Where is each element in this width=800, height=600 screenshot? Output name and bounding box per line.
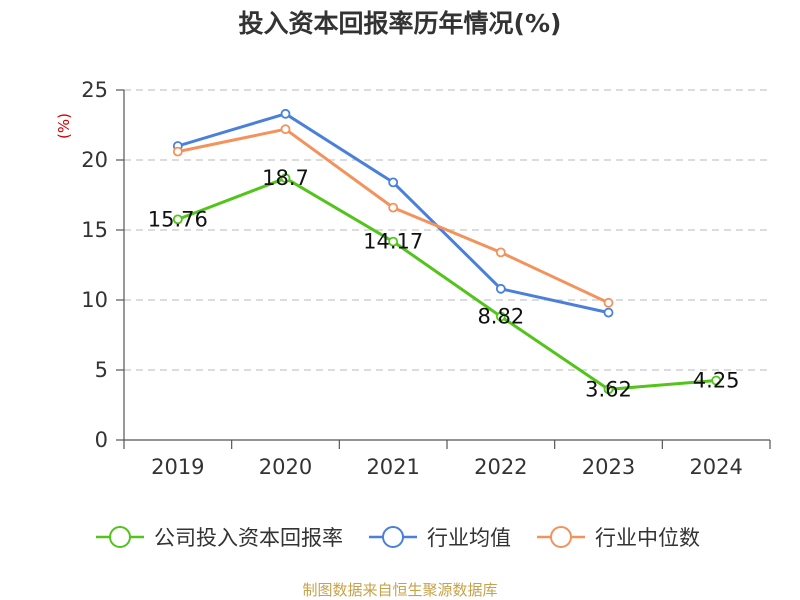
chart-title: 投入资本回报率历年情况(%) [238, 9, 562, 38]
data-point [388, 177, 399, 188]
x-tick-label: 2024 [689, 455, 742, 479]
legend-item: 行业均值 [369, 526, 511, 550]
y-tick-label: 10 [81, 288, 108, 312]
data-point [603, 307, 614, 318]
series-lines [172, 108, 722, 395]
legend-item: 公司投入资本回报率 [96, 526, 343, 550]
data-label: 3.62 [585, 377, 632, 401]
data-label: 15.76 [148, 207, 208, 231]
data-point [172, 146, 183, 157]
legend-marker [382, 526, 404, 548]
x-tick-label: 2022 [474, 455, 527, 479]
legend: 公司投入资本回报率 行业均值 行业中位数 [96, 526, 700, 550]
y-tick-label: 20 [81, 148, 108, 172]
x-tick-label: 2020 [259, 455, 312, 479]
y-tick-label: 0 [95, 428, 108, 452]
series-line [177, 127, 610, 305]
axes: 0 5 10 15 20 25 2019 2020 2021 2022 2023 2024 (%) [55, 78, 771, 479]
legend-label: 行业均值 [427, 526, 511, 550]
data-point [280, 108, 291, 119]
x-tick-label: 2019 [151, 455, 204, 479]
series-line [177, 176, 717, 391]
y-tick-label: 25 [81, 78, 108, 102]
source-note: 制图数据来自恒生聚源数据库 [302, 581, 498, 599]
data-point [280, 124, 291, 135]
data-point [495, 247, 506, 258]
legend-label: 行业中位数 [595, 526, 700, 550]
legend-marker [109, 526, 131, 548]
data-point [388, 202, 399, 213]
data-point [280, 173, 291, 184]
x-tick-label: 2023 [582, 455, 635, 479]
data-label: 8.82 [477, 305, 524, 329]
data-point [711, 375, 722, 386]
y-tick-label: 15 [81, 218, 108, 242]
data-point [388, 236, 399, 247]
data-point [495, 283, 506, 294]
y-tick-label: 5 [95, 358, 108, 382]
legend-marker [550, 526, 572, 548]
data-label: 14.17 [363, 230, 423, 254]
data-label: 18.7 [262, 166, 309, 190]
y-unit-label: (%) [55, 113, 73, 139]
data-point [603, 384, 614, 395]
data-labels: 15.76 18.7 14.17 8.82 3.62 4.25 [148, 166, 740, 401]
data-label: 4.25 [693, 369, 740, 393]
x-tick-label: 2021 [366, 455, 419, 479]
series-line [177, 112, 609, 315]
legend-item: 行业中位数 [537, 526, 700, 550]
data-point [172, 214, 183, 225]
data-point [603, 297, 614, 308]
legend-label: 公司投入资本回报率 [154, 526, 343, 550]
data-point [495, 311, 506, 322]
